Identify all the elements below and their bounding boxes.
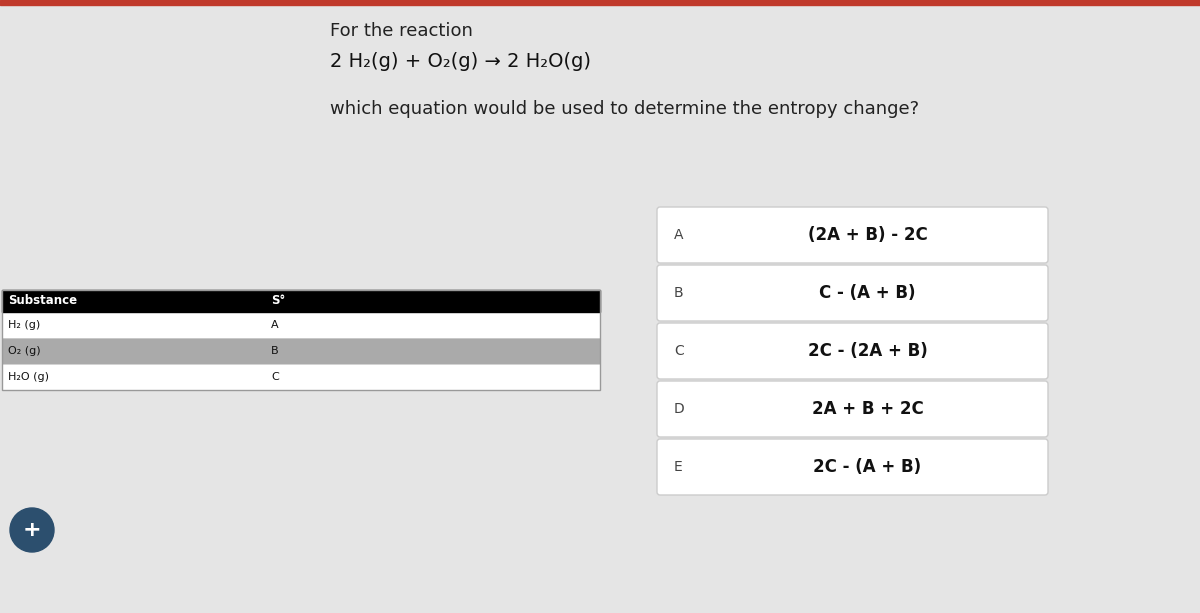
Circle shape [10, 508, 54, 552]
Text: 2C - (A + B): 2C - (A + B) [814, 458, 922, 476]
Text: For the reaction: For the reaction [330, 22, 473, 40]
Bar [2, 290, 600, 390]
Text: C: C [271, 372, 278, 382]
FancyBboxPatch shape [658, 207, 1048, 263]
Text: 2A + B + 2C: 2A + B + 2C [811, 400, 923, 418]
Text: B: B [271, 346, 278, 356]
Text: A: A [674, 228, 684, 242]
Text: A: A [271, 320, 278, 330]
FancyBboxPatch shape [658, 323, 1048, 379]
Text: E: E [674, 460, 683, 474]
FancyBboxPatch shape [658, 381, 1048, 437]
Text: Substance: Substance [8, 294, 77, 308]
Bar [2, 364, 600, 390]
Bar [2, 290, 600, 312]
Text: (2A + B) - 2C: (2A + B) - 2C [808, 226, 928, 244]
Text: which equation would be used to determine the entropy change?: which equation would be used to determin… [330, 100, 919, 118]
Text: +: + [23, 520, 41, 540]
Bar [2, 338, 600, 364]
FancyBboxPatch shape [658, 265, 1048, 321]
Bar [0, 0, 1200, 5]
Text: D: D [674, 402, 685, 416]
Text: H₂ (g): H₂ (g) [8, 320, 41, 330]
Text: O₂ (g): O₂ (g) [8, 346, 41, 356]
Text: C - (A + B): C - (A + B) [820, 284, 916, 302]
Text: 2C - (2A + B): 2C - (2A + B) [808, 342, 928, 360]
FancyBboxPatch shape [658, 439, 1048, 495]
Text: S°: S° [271, 294, 286, 308]
Text: 2 H₂(g) + O₂(g) → 2 H₂O(g): 2 H₂(g) + O₂(g) → 2 H₂O(g) [330, 52, 592, 71]
Text: C: C [674, 344, 684, 358]
Text: H₂O (g): H₂O (g) [8, 372, 49, 382]
Text: B: B [674, 286, 684, 300]
Bar [2, 312, 600, 338]
